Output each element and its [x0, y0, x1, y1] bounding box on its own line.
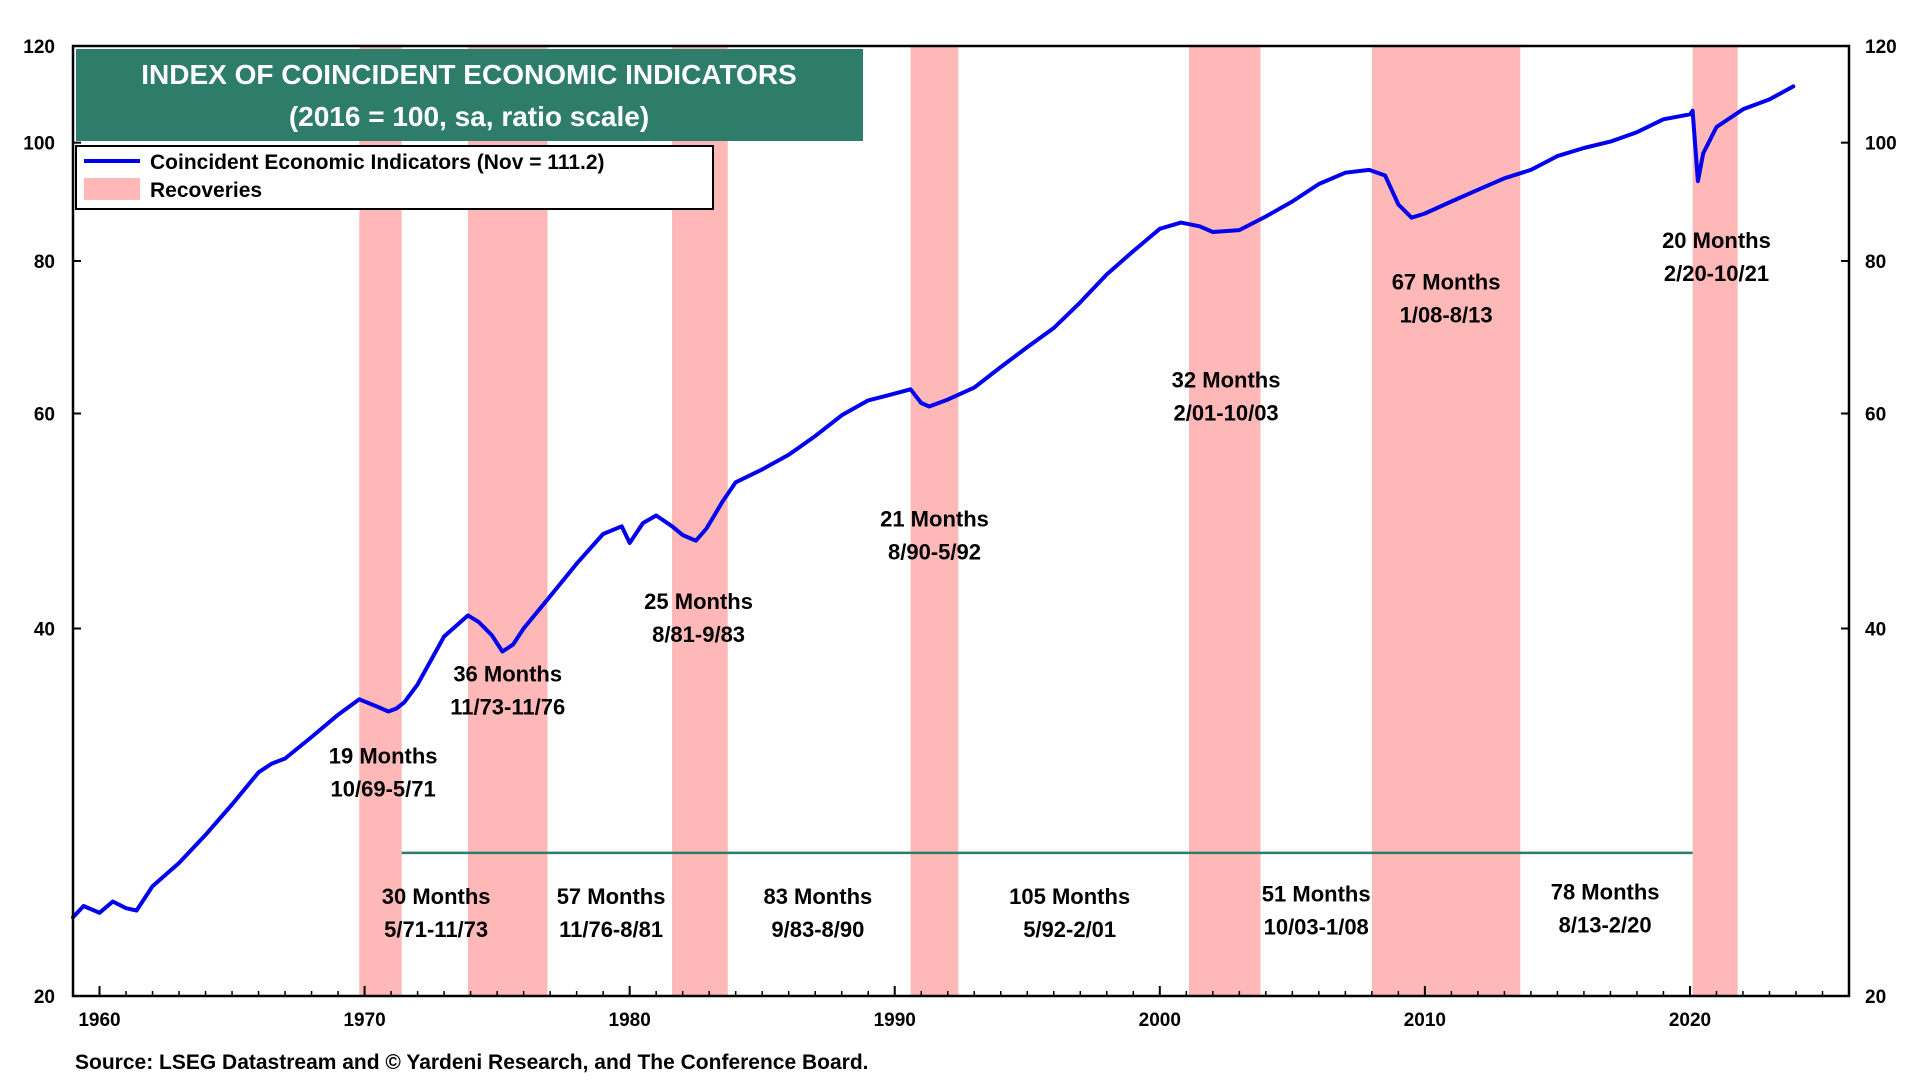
expansion-months-label: 51 Months [1262, 882, 1371, 907]
y-tick-label-right: 20 [1865, 987, 1886, 1008]
plot-frame [71, 44, 1851, 998]
recovery-range-label: 11/73-11/76 [450, 694, 565, 719]
series-group [71, 84, 1796, 920]
series-line [71, 84, 1796, 920]
y-tick-label-left: 100 [23, 134, 55, 155]
y-tick-label-right: 100 [1865, 134, 1897, 155]
annotations: 19 Months 10/69-5/71 36 Months 11/73-11/76 2… [329, 228, 1771, 942]
title-background [76, 49, 863, 141]
recovery-months-label: 20 Months [1662, 228, 1771, 253]
x-tick-label: 2020 [1669, 1010, 1711, 1031]
expansion-range-label: 5/71-11/73 [384, 917, 488, 942]
legend-label-recoveries: Recoveries [150, 179, 262, 202]
recovery-months-label: 36 Months [453, 661, 562, 686]
x-tick-label: 2000 [1139, 1010, 1181, 1031]
expansion-months-label: 78 Months [1551, 879, 1660, 904]
recovery-range-label: 2/01-10/03 [1173, 401, 1278, 426]
recovery-months-label: 21 Months [880, 506, 989, 531]
recovery-range-label: 2/20-10/21 [1664, 261, 1769, 286]
expansion-months-label: 30 Months [382, 884, 491, 909]
title-box: INDEX OF COINCIDENT ECONOMIC INDICATORS … [76, 49, 863, 141]
legend-band-swatch [84, 178, 140, 200]
source-note: Source: LSEG Datastream and © Yardeni Re… [75, 1051, 869, 1074]
legend-label-cei: Coincident Economic Indicators (Nov = 11… [150, 151, 605, 174]
recovery-months-label: 25 Months [644, 589, 753, 614]
expansion-months-label: 57 Months [557, 884, 666, 909]
x-tick-label: 1960 [78, 1010, 120, 1031]
recovery-band [910, 46, 959, 996]
x-tick-label: 1990 [874, 1010, 916, 1031]
recovery-band [1692, 46, 1738, 996]
x-tick-label: 1980 [609, 1010, 651, 1031]
x-tick-label: 1970 [343, 1010, 385, 1031]
legend-box [75, 145, 714, 210]
recovery-months-label: 67 Months [1392, 270, 1501, 295]
expansion-range-label: 8/13-2/20 [1559, 912, 1652, 937]
y-tick-label-left: 120 [23, 37, 55, 58]
y-tick-label-left: 40 [34, 619, 55, 640]
expansion-range-label: 10/03-1/08 [1264, 915, 1369, 940]
recovery-months-label: 32 Months [1172, 368, 1281, 393]
expansion-range-label: 9/83-8/90 [771, 917, 864, 942]
chart-title: INDEX OF COINCIDENT ECONOMIC INDICATORS [141, 59, 796, 90]
expansion-months-label: 105 Months [1009, 884, 1130, 909]
y-tick-label-right: 80 [1865, 252, 1886, 273]
recovery-range-label: 8/90-5/92 [888, 539, 981, 564]
y-tick-label-left: 80 [34, 252, 55, 273]
expansion-range-label: 5/92-2/01 [1023, 917, 1116, 942]
legend: Coincident Economic Indicators (Nov = 11… [75, 145, 714, 210]
recovery-range-label: 1/08-8/13 [1400, 303, 1493, 328]
expansion-months-label: 83 Months [763, 884, 872, 909]
y-tick-label-right: 40 [1865, 619, 1886, 640]
recovery-range-label: 10/69-5/71 [331, 777, 436, 802]
y-tick-label-left: 20 [34, 987, 55, 1008]
y-tick-label-right: 60 [1865, 405, 1886, 426]
expansion-range-label: 11/76-8/81 [559, 917, 663, 942]
chart-subtitle: (2016 = 100, sa, ratio scale) [289, 101, 649, 132]
recovery-band [1188, 46, 1261, 996]
x-tick-label: 2010 [1404, 1010, 1446, 1031]
recovery-months-label: 19 Months [329, 744, 438, 769]
recovery-range-label: 8/81-9/83 [652, 622, 745, 647]
y-tick-label-right: 120 [1865, 37, 1897, 58]
y-tick-label-left: 60 [34, 405, 55, 426]
